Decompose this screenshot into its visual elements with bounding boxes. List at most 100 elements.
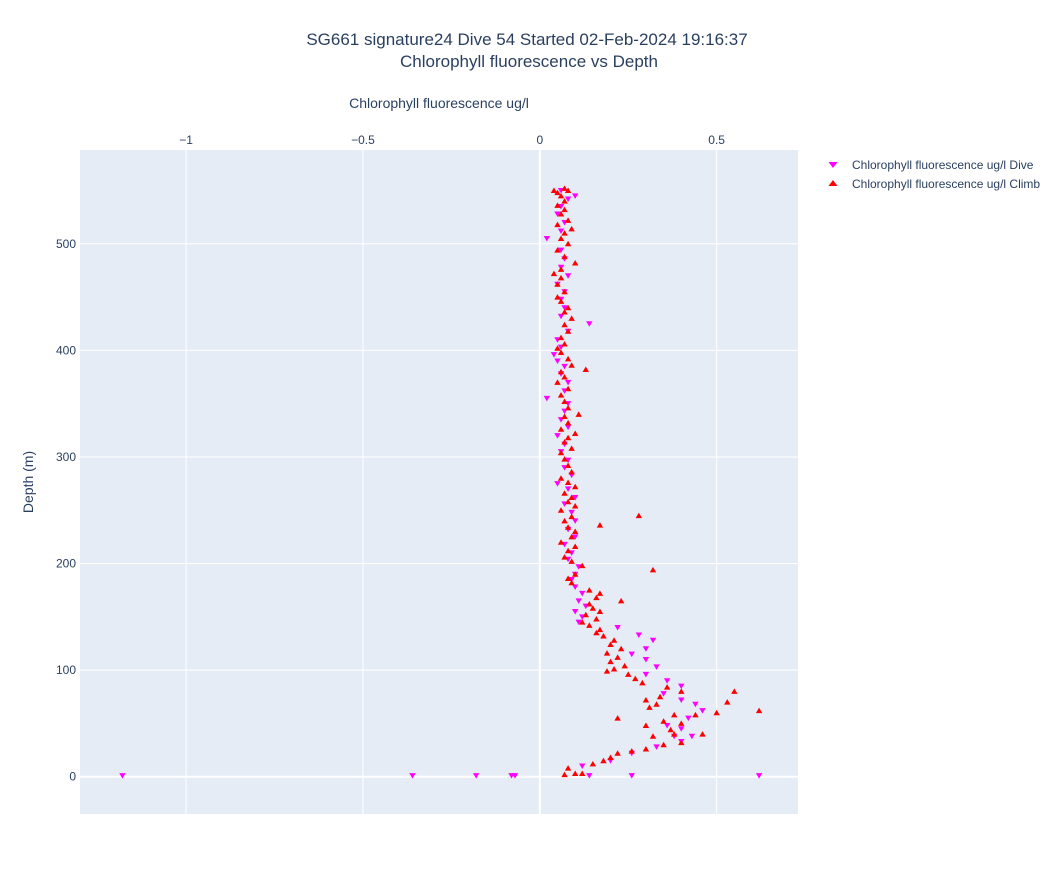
dive-point [543, 395, 551, 402]
dive-point [472, 773, 480, 779]
climb-point [554, 247, 561, 253]
climb-point [625, 671, 632, 677]
climb-point [671, 731, 678, 737]
climb-point [621, 662, 628, 669]
climb-point [561, 456, 568, 462]
dive-point [586, 321, 593, 327]
dive-point [543, 235, 551, 242]
dive-point [628, 651, 635, 658]
dive-point [575, 598, 582, 604]
climb-point [649, 566, 657, 573]
dive-point [554, 433, 561, 439]
climb-point [607, 641, 614, 648]
climb-point [678, 720, 685, 726]
climb-point [568, 513, 575, 520]
dive-point [678, 683, 685, 690]
climb-point [550, 187, 558, 194]
climb-point [571, 430, 579, 437]
climb-point [582, 366, 589, 373]
dive-point [635, 632, 643, 638]
legend-climb-marker [828, 180, 838, 186]
dive-point [571, 584, 579, 590]
climb-point [561, 439, 568, 445]
dive-point [511, 773, 519, 779]
x-axis-ticks: −1 −0.5 0 0.5 [179, 133, 725, 147]
climb-point [561, 198, 568, 204]
climb-point [571, 502, 579, 509]
climb-point [557, 274, 565, 281]
climb-point [660, 718, 667, 724]
climb-point [564, 328, 572, 334]
dive-point [561, 305, 568, 311]
climb-point [561, 554, 568, 560]
climb-point [678, 688, 685, 694]
climb-point [660, 741, 667, 748]
climb-point [554, 379, 561, 385]
climb-point [610, 637, 618, 643]
climb-point [649, 733, 657, 739]
dive-point [642, 646, 650, 652]
climb-point [628, 748, 635, 754]
climb-point [564, 765, 572, 771]
climb-point [600, 757, 607, 764]
climb-point [692, 711, 699, 718]
climb-point [586, 601, 593, 607]
climb-point [561, 413, 568, 419]
climb-point [564, 187, 572, 194]
climb-point [617, 645, 625, 652]
climb-point [561, 230, 568, 236]
plot-area [80, 150, 798, 814]
legend-dive-marker [828, 162, 838, 168]
climb-point [554, 294, 561, 300]
climb-point [653, 701, 660, 707]
climb-point [593, 594, 600, 601]
climb-point [554, 221, 561, 228]
dive-point [564, 486, 572, 492]
climb-point [614, 654, 621, 660]
dive-point [561, 363, 568, 370]
x-axis-title: Chlorophyll fluorescence ug/l [349, 95, 529, 111]
dive-point [688, 733, 696, 740]
legend[interactable]: Chlorophyll fluorescence ug/l Dive Chlor… [828, 158, 1041, 191]
climb-point [575, 411, 582, 417]
dive-point [579, 763, 586, 770]
climb-point [589, 605, 597, 611]
climb-point [554, 189, 561, 196]
climb-point [678, 739, 685, 746]
dive-point [663, 723, 671, 729]
climb-point [586, 587, 593, 593]
climb-point [554, 202, 561, 208]
climb-point [550, 270, 558, 277]
climb-point [646, 704, 653, 710]
dive-point [660, 691, 667, 697]
climb-point [663, 684, 671, 690]
climb-point [561, 253, 568, 260]
climb-point [571, 259, 579, 266]
climb-point [755, 707, 763, 714]
climb-point [671, 711, 678, 718]
climb-point [564, 419, 572, 426]
climb-point [564, 240, 572, 247]
climb-point [596, 590, 604, 596]
y-tick-label: 500 [56, 237, 76, 251]
dive-point [579, 590, 586, 597]
climb-point [564, 217, 572, 223]
y-axis-title: Depth (m) [20, 451, 36, 513]
legend-item-dive[interactable]: Chlorophyll fluorescence ug/l Dive [828, 158, 1034, 172]
climb-point [600, 633, 607, 639]
climb-point [554, 345, 561, 351]
dive-point [663, 678, 671, 684]
climb-point [713, 709, 720, 716]
legend-item-climb[interactable]: Chlorophyll fluorescence ug/l Climb [828, 177, 1041, 191]
dive-point [571, 193, 579, 199]
climb-point [568, 445, 575, 451]
dive-point [564, 196, 572, 203]
climb-point [557, 539, 565, 545]
y-axis-ticks: 0 100 200 300 400 500 [56, 237, 76, 784]
climb-point [564, 304, 572, 311]
climb-point [596, 626, 604, 633]
dive-point [586, 773, 593, 779]
dive-point [571, 518, 579, 524]
climb-point [568, 579, 575, 586]
